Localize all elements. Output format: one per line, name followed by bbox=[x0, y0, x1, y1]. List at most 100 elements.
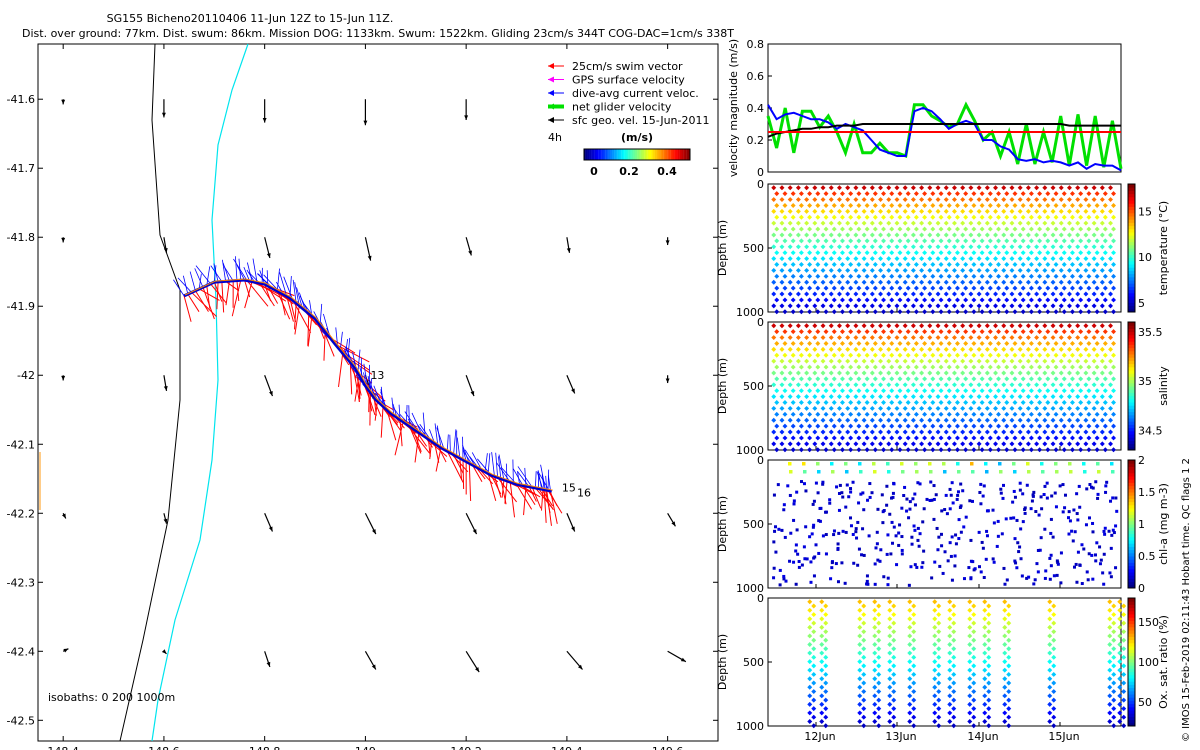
geo-velocity-arrowhead bbox=[372, 529, 376, 535]
profile-data-point bbox=[987, 250, 993, 256]
map-y-tick-label: -41.8 bbox=[7, 231, 35, 244]
profile-data-point bbox=[1075, 267, 1081, 273]
profile-data-point bbox=[976, 232, 982, 238]
profile-data-point bbox=[831, 352, 837, 358]
geo-velocity-arrowhead bbox=[367, 255, 372, 261]
profile-data-point bbox=[790, 400, 796, 405]
profile-data-point bbox=[853, 220, 859, 226]
colorbar-cell bbox=[688, 149, 691, 160]
profile-data-point bbox=[1017, 303, 1023, 309]
profile-data-point bbox=[828, 232, 834, 238]
chla-data-point bbox=[957, 537, 961, 541]
chla-data-point bbox=[792, 502, 796, 506]
profile-data-point bbox=[774, 329, 780, 335]
profile-data-point bbox=[910, 291, 916, 297]
profile-data-point bbox=[1058, 303, 1064, 309]
profile-data-point bbox=[886, 197, 892, 203]
profile-data-point bbox=[807, 400, 813, 405]
dive-avg-vector bbox=[195, 265, 211, 285]
profile-data-point bbox=[774, 202, 780, 208]
chla-data-point bbox=[855, 536, 859, 540]
profile-data-point bbox=[1058, 197, 1064, 203]
profile-data-point bbox=[864, 435, 870, 441]
colorbar-cell bbox=[1128, 488, 1135, 493]
profile-data-point bbox=[823, 423, 829, 429]
chla-data-point bbox=[1067, 510, 1071, 514]
profile-data-point bbox=[861, 197, 867, 203]
chla-data-point bbox=[817, 470, 821, 474]
profile-data-point bbox=[1012, 297, 1018, 303]
profile-data-point bbox=[779, 244, 785, 250]
chla-data-point bbox=[868, 495, 872, 499]
profile-data-point bbox=[1078, 250, 1084, 256]
chla-data-point bbox=[1040, 462, 1044, 466]
profile-data-point bbox=[886, 429, 892, 435]
profile-data-point bbox=[807, 340, 813, 346]
profile-data-point bbox=[861, 267, 867, 273]
profile-data-point bbox=[993, 232, 999, 238]
profile-data-point bbox=[938, 262, 944, 267]
colorbar-cell bbox=[1128, 492, 1135, 496]
profile-data-point bbox=[779, 335, 785, 341]
colorbar-cell bbox=[1128, 184, 1135, 188]
profile-data-point bbox=[897, 297, 903, 303]
chla-data-point bbox=[845, 470, 849, 474]
profile-data-point bbox=[1069, 202, 1075, 208]
profile-data-point bbox=[1001, 291, 1007, 297]
profile-data-point bbox=[1009, 256, 1015, 262]
colorbar-cell bbox=[1128, 267, 1135, 271]
profile-data-point bbox=[869, 303, 875, 309]
geo-velocity-arrowhead bbox=[61, 513, 66, 519]
dive-avg-vector bbox=[347, 337, 351, 360]
chla-data-point bbox=[922, 549, 926, 553]
profile-data-point bbox=[927, 208, 933, 214]
profile-data-point bbox=[848, 364, 854, 370]
profile-data-point bbox=[848, 340, 854, 346]
oxygen-data-point bbox=[1121, 620, 1127, 626]
colorbar-cell bbox=[1128, 485, 1135, 490]
chla-data-point bbox=[814, 481, 818, 485]
profile-data-point bbox=[839, 423, 845, 429]
profile-data-point bbox=[1020, 309, 1026, 315]
velocity-y-tick-label: 0.8 bbox=[747, 38, 765, 51]
swim-vector bbox=[338, 353, 344, 387]
profile-data-point bbox=[1017, 220, 1023, 226]
profile-data-point bbox=[853, 417, 859, 423]
map-y-tick-label: -42 bbox=[17, 369, 35, 382]
map-x-tick-label: 148.6 bbox=[148, 745, 180, 750]
colorbar-cell bbox=[1128, 636, 1135, 641]
chla-data-point bbox=[1012, 462, 1016, 466]
profile-data-point bbox=[971, 226, 977, 232]
colorbar-cell bbox=[674, 149, 677, 160]
profile-data-point bbox=[1094, 309, 1100, 315]
profile-data-point bbox=[864, 238, 870, 244]
profile-data-point bbox=[820, 370, 826, 376]
profile-data-point bbox=[905, 202, 911, 208]
swim-vector bbox=[501, 479, 505, 498]
swim-vector bbox=[307, 313, 310, 346]
profile-data-point bbox=[848, 191, 854, 197]
geo-velocity-arrowhead bbox=[269, 391, 273, 397]
profile-data-point bbox=[960, 303, 966, 309]
profile-data-point bbox=[779, 279, 785, 285]
profile-data-point bbox=[869, 429, 875, 435]
profile-data-point bbox=[807, 411, 813, 417]
profile-data-point bbox=[823, 400, 829, 405]
profile-data-point bbox=[836, 303, 842, 309]
profile-data-point bbox=[889, 285, 895, 291]
profile-data-point bbox=[878, 441, 884, 447]
chla-data-point bbox=[969, 576, 973, 580]
map-x-tick-label: 149.4 bbox=[551, 745, 583, 750]
chla-data-point bbox=[886, 533, 890, 537]
profile-data-point bbox=[856, 388, 862, 394]
chla-data-point bbox=[858, 462, 862, 466]
profile-data-point bbox=[902, 303, 908, 309]
chla-data-point bbox=[977, 565, 981, 569]
profile-data-point bbox=[771, 394, 777, 400]
profile-data-point bbox=[845, 417, 851, 423]
colorbar-cell bbox=[654, 149, 657, 160]
profile-data-point bbox=[828, 279, 834, 285]
colorbar-cell bbox=[1128, 565, 1135, 570]
legend-swatch-arrowhead bbox=[548, 103, 554, 110]
chla-data-point bbox=[932, 484, 936, 488]
